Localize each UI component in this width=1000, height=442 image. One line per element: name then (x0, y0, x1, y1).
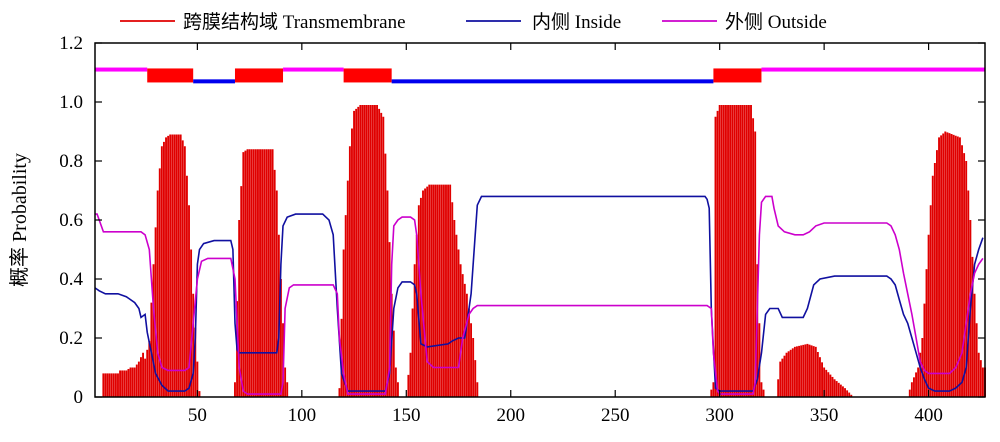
y-tick-label: 1.0 (59, 92, 83, 113)
topology-outside-segment (95, 67, 148, 72)
topology-bars (95, 67, 985, 84)
y-tick-label: 0.2 (59, 328, 83, 349)
transmembrane-bars (102, 104, 986, 397)
topology-outside-segment (283, 67, 344, 72)
y-tick-label: 0.8 (59, 151, 83, 172)
topology-tm-segment (147, 68, 194, 83)
topology-inside-segment (391, 79, 714, 84)
y-tick-label: 1.2 (59, 33, 83, 54)
x-tick-label: 150 (392, 405, 421, 426)
x-tick-label: 200 (497, 405, 526, 426)
y-axis-label: 概率 Probability (8, 153, 31, 287)
legend-label: 外侧 Outside (725, 11, 827, 33)
x-tick-label: 50 (188, 405, 207, 426)
topology-outside-segment (761, 67, 985, 72)
legend-label: 内侧 Inside (532, 11, 621, 33)
x-tick-label: 350 (810, 405, 839, 426)
x-tick-label: 250 (601, 405, 630, 426)
x-tick-label: 300 (705, 405, 734, 426)
line-inside (94, 195, 984, 392)
topology-inside-segment (193, 79, 235, 84)
legend-label: 跨膜结构域 Transmembrane (183, 11, 406, 33)
x-tick-label: 100 (288, 405, 317, 426)
series-lines (94, 195, 984, 395)
y-tick-label: 0 (74, 387, 84, 408)
y-tick-label: 0.4 (59, 269, 83, 290)
topology-tm-segment (713, 68, 762, 83)
x-tick-label: 400 (914, 405, 943, 426)
topology-tm-segment (343, 68, 392, 83)
line-outside (95, 195, 984, 395)
plot-area (94, 67, 986, 397)
y-tick-label: 0.6 (59, 210, 83, 231)
axes: 50 100 150 200 250 300 350 400 0 0.2 0.4 0.6 0.8 1.0 1… (59, 33, 985, 426)
legend: 跨膜结构域 Transmembrane 内侧 Inside 外侧 Outside (120, 11, 827, 33)
plot-frame (94, 42, 986, 398)
topology-tm-segment (234, 68, 284, 83)
